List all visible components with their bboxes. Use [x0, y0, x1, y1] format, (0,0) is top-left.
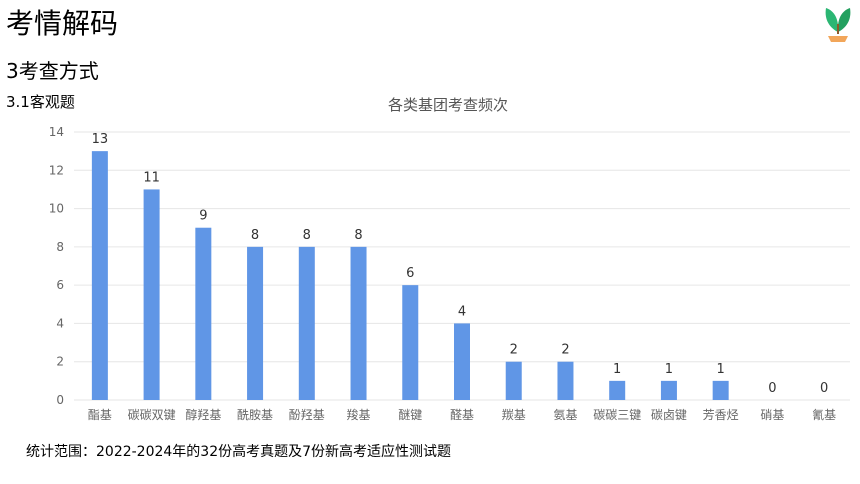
bar: [402, 285, 419, 400]
x-tick-label: 羰基: [502, 407, 526, 422]
y-tick-label: 4: [56, 316, 64, 330]
data-label: 4: [458, 304, 466, 319]
y-tick-label: 2: [56, 355, 64, 369]
data-label: 13: [92, 132, 109, 147]
page-title: 考情解码: [6, 7, 119, 40]
chart-title: 各类基团考查频次: [388, 96, 508, 114]
data-label: 9: [199, 209, 207, 224]
bar: [350, 246, 367, 400]
bar: [609, 380, 626, 400]
x-tick-label: 酰胺基: [237, 408, 273, 422]
bar: [143, 189, 160, 400]
x-tick-label: 碳碳三键: [593, 408, 641, 422]
x-tick-label: 醚键: [398, 408, 422, 422]
x-tick-label: 醛基: [450, 407, 474, 422]
data-label: 1: [665, 362, 673, 377]
sprout-icon: [825, 8, 851, 42]
data-label: 0: [820, 381, 828, 396]
section-title: 3考查方式: [6, 59, 99, 83]
bar: [557, 361, 574, 400]
data-label: 1: [717, 362, 725, 377]
data-label: 2: [510, 343, 518, 358]
x-tick-label: 酚羟基: [289, 407, 325, 422]
bar: [712, 380, 729, 400]
x-axis-ticks: 酯基 碳碳双键 醇羟基 酰胺基 酚羟基 羧基 醚键 醛基 羰基 氨基 碳碳三键 碳卤键 芳香烃 硝基 氰基: [88, 407, 836, 422]
data-label: 2: [561, 343, 569, 358]
x-tick-label: 氨基: [553, 408, 577, 422]
y-tick-label: 0: [56, 393, 64, 407]
data-label: 8: [354, 228, 362, 243]
bars: [91, 151, 729, 400]
y-tick-label: 8: [56, 240, 64, 254]
bar: [505, 361, 522, 400]
data-label: 6: [406, 266, 414, 281]
data-label: 1: [613, 362, 621, 377]
y-tick-label: 10: [49, 202, 64, 216]
bar: [660, 380, 677, 400]
data-label: 11: [143, 170, 160, 185]
footnote: 统计范围：2022-2024年的32份高考真题及7份新高考适应性测试题: [26, 444, 452, 460]
bar: [195, 227, 212, 400]
data-label: 8: [251, 228, 259, 243]
x-tick-label: 羧基: [347, 407, 371, 422]
y-tick-label: 6: [56, 278, 64, 292]
x-tick-label: 酯基: [88, 408, 112, 422]
subsection-title: 3.1客观题: [6, 93, 75, 111]
x-tick-label: 硝基: [760, 408, 784, 422]
x-tick-label: 碳碳双键: [128, 408, 176, 422]
bar: [247, 246, 264, 400]
x-tick-label: 碳卤键: [651, 408, 687, 422]
bar: [91, 151, 108, 400]
x-tick-label: 醇羟基: [185, 407, 221, 422]
y-tick-label: 12: [49, 163, 64, 177]
data-label: 8: [303, 228, 311, 243]
x-tick-label: 芳香烃: [703, 408, 739, 422]
x-tick-label: 氰基: [812, 407, 836, 422]
bar: [298, 246, 315, 400]
bar: [454, 323, 470, 400]
y-tick-label: 14: [49, 125, 64, 139]
y-axis-ticks: 0 2 4 6 8 10 12 14: [49, 125, 64, 407]
data-label: 0: [768, 381, 776, 396]
